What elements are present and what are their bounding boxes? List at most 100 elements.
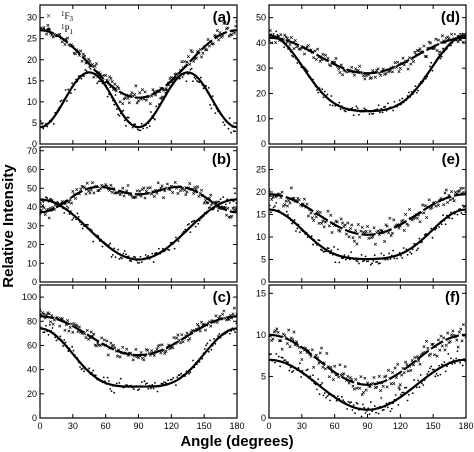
data-point-F3 [283, 334, 287, 338]
data-point-P1 [152, 387, 155, 390]
data-point-P1 [415, 386, 418, 389]
panel-b: 0 10 20 30 40 50 60 70 (b) [27, 146, 238, 287]
data-point-F3 [418, 220, 422, 224]
data-point-P1 [199, 76, 202, 79]
data-point-F3 [425, 339, 429, 343]
panel-d: 0 10 20 30 40 50 (d) [256, 4, 467, 149]
data-point-F3 [67, 200, 71, 204]
data-point-P1 [210, 348, 213, 351]
data-point-F3 [354, 229, 358, 233]
data-point-P1 [272, 206, 275, 209]
data-point-F3 [461, 323, 465, 327]
data-point-F3 [298, 47, 303, 51]
data-point-P1 [143, 380, 146, 383]
data-point-P1 [409, 251, 412, 254]
data-point-P1 [211, 95, 214, 97]
data-point-P1 [428, 367, 431, 370]
data-point-P1 [451, 217, 454, 220]
data-point-F3 [192, 191, 196, 196]
data-point-P1 [150, 387, 152, 390]
data-point-F3 [140, 88, 144, 92]
data-layer [40, 180, 237, 264]
data-point-F3 [438, 50, 442, 54]
data-point-F3 [384, 374, 388, 378]
data-point-P1 [417, 247, 419, 250]
data-point-P1 [453, 362, 456, 365]
data-point-P1 [289, 366, 292, 369]
data-point-P1 [431, 236, 434, 239]
y-axis-title: Relative Intensity [0, 164, 17, 288]
data-point-P1 [189, 68, 192, 71]
data-point-F3 [310, 216, 314, 220]
data-point-P1 [106, 95, 109, 98]
data-point-F3 [409, 62, 413, 66]
data-point-F3 [156, 181, 160, 185]
data-point-F3 [402, 371, 406, 375]
data-layer [40, 306, 237, 394]
y-tick-label: 0 [32, 277, 37, 287]
data-point-P1 [413, 379, 416, 381]
data-point-P1 [356, 107, 359, 110]
y-tick-label: 20 [27, 55, 37, 65]
data-point-F3 [393, 366, 397, 370]
data-point-P1 [66, 205, 68, 208]
data-point-F3 [371, 234, 375, 239]
data-point-P1 [236, 200, 237, 202]
data-point-F3 [302, 197, 307, 201]
y-tick-label: 15 [256, 288, 266, 298]
data-point-P1 [71, 345, 74, 348]
data-point-P1 [386, 258, 389, 261]
data-point-P1 [133, 388, 135, 391]
y-tick-label: 0 [261, 413, 266, 423]
data-point-P1 [432, 368, 435, 371]
data-point-F3 [73, 52, 78, 56]
data-point-P1 [381, 111, 384, 114]
data-point-P1 [283, 46, 286, 49]
data-point-P1 [96, 82, 99, 85]
x-tick-label: 0 [266, 421, 271, 431]
data-point-F3 [109, 76, 113, 81]
data-point-F3 [373, 75, 377, 79]
fit-curve-F3 [40, 315, 237, 357]
data-point-P1 [92, 369, 95, 372]
data-point-F3 [384, 72, 388, 76]
data-point-P1 [291, 371, 293, 374]
data-point-P1 [398, 99, 401, 102]
data-point-F3 [451, 196, 455, 200]
data-point-P1 [114, 94, 117, 96]
data-point-F3 [121, 101, 125, 106]
data-point-F3 [289, 186, 293, 190]
data-point-F3 [348, 226, 352, 231]
data-point-P1 [139, 129, 142, 132]
data-point-P1 [189, 371, 192, 374]
data-point-P1 [360, 253, 363, 256]
data-point-P1 [154, 381, 156, 384]
data-point-P1 [196, 79, 198, 82]
data-point-P1 [464, 211, 466, 213]
data-point-P1 [356, 260, 359, 263]
data-point-F3 [217, 38, 221, 42]
data-point-P1 [364, 255, 367, 258]
y-tick-label: 25 [27, 34, 37, 44]
data-layer [269, 186, 466, 266]
data-point-P1 [331, 104, 334, 107]
y-tick-label: 10 [27, 97, 37, 107]
data-point-P1 [392, 249, 395, 252]
data-point-P1 [396, 257, 398, 260]
data-point-P1 [117, 113, 120, 116]
data-point-F3 [98, 187, 102, 191]
data-point-P1 [142, 127, 144, 130]
data-point-F3 [63, 42, 67, 46]
data-point-F3 [459, 327, 463, 331]
data-point-F3 [397, 70, 401, 74]
data-point-F3 [130, 353, 134, 357]
data-point-F3 [306, 214, 310, 218]
data-point-P1 [164, 381, 167, 384]
data-point-F3 [350, 65, 354, 69]
data-point-F3 [385, 224, 389, 228]
data-point-P1 [291, 54, 293, 57]
data-point-P1 [355, 105, 358, 108]
data-point-P1 [207, 86, 210, 89]
data-point-F3 [171, 190, 175, 194]
data-point-P1 [401, 257, 404, 259]
